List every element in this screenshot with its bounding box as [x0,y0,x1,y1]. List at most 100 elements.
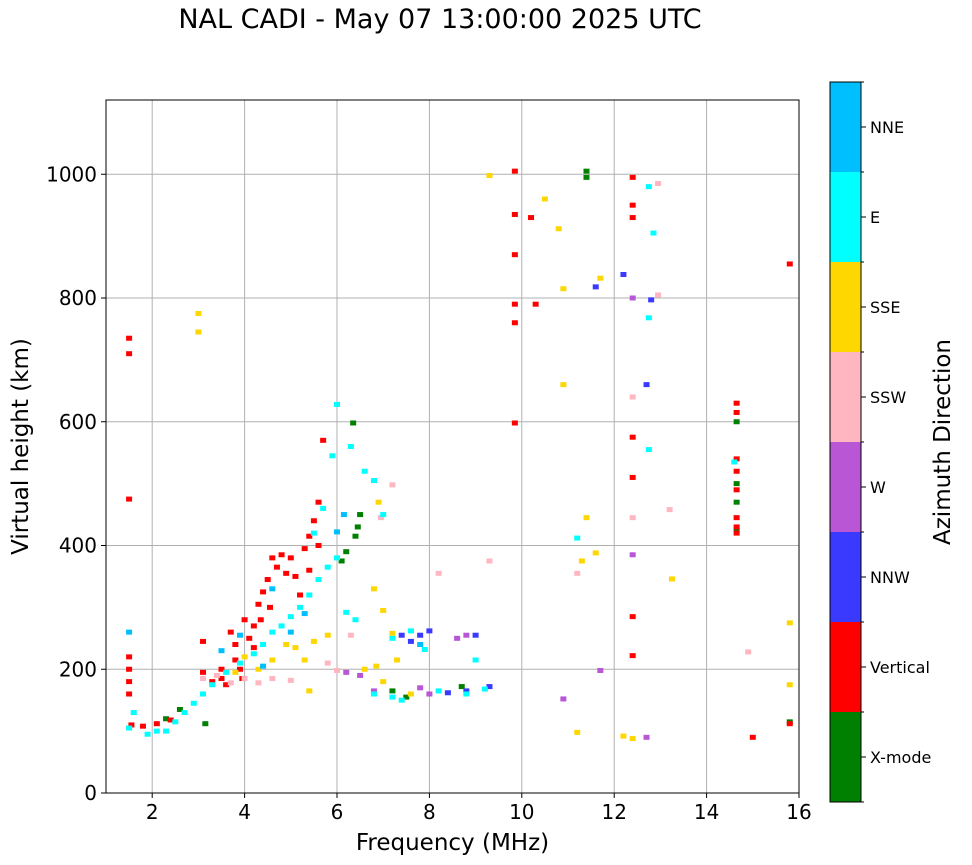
echo-point-vertical [786,261,793,267]
colorbar-segment-nne [830,82,861,172]
echo-point-vertical [511,301,518,307]
echo-point-vertical [297,592,304,598]
echo-point-vertical [287,555,294,561]
echo-point-e [144,731,151,737]
echo-point-sse [324,632,331,638]
echo-point-sse [574,729,581,735]
echo-point-x-mode [733,481,740,487]
echo-point-vertical [255,601,262,607]
colorbar-label-vertical: Vertical [870,658,930,677]
echo-point-e [731,459,738,465]
echo-point-ssw [745,649,752,655]
colorbar-segment-ssw [830,352,861,442]
echo-point-e [209,682,216,688]
echo-point-x-mode [403,694,410,700]
echo-point-e [163,728,170,734]
colorbar-label-e: E [870,208,880,227]
x-axis-label: Frequency (MHz) [356,830,549,856]
echo-point-w [629,552,636,558]
echo-point-e [574,535,581,541]
y-tick-label: 800 [59,286,97,310]
echo-point-vertical [250,645,257,651]
y-axis-label: Virtual height (km) [8,338,34,555]
echo-point-vertical [511,320,518,326]
echo-point-x-mode [583,168,590,174]
echo-point-e [334,555,340,561]
echo-point-x-mode [733,419,740,425]
echo-point-nnw [444,690,451,696]
echo-point-e [329,453,336,459]
echo-point-w [426,691,433,697]
echo-point-e [260,642,267,647]
echo-point-sse [373,663,380,669]
echo-point-e [320,505,327,511]
echo-point-nne [417,642,424,647]
echo-point-sse [786,682,793,688]
echo-point-vertical [733,456,740,462]
echo-point-x-mode [357,512,364,518]
echo-point-w [597,667,604,673]
echo-point-vertical [511,420,518,426]
echo-point-vertical [733,515,740,521]
echo-point-e [645,184,652,190]
echo-point-e [389,694,396,700]
echo-point-e [407,628,414,634]
echo-point-ssw [486,558,493,564]
echo-point-sse [370,586,377,592]
echo-point-sse [292,645,299,651]
x-tick-label: 4 [238,800,251,824]
x-tick-label: 10 [509,800,534,824]
echo-point-sse [306,688,313,694]
echo-point-nne [334,529,340,535]
echo-point-vertical [126,654,133,660]
echo-point-vertical [629,653,636,659]
echo-point-sse [195,310,202,316]
echo-point-vertical [283,570,290,576]
echo-point-vertical [532,301,539,307]
x-tick-label: 6 [331,800,344,824]
echo-point-e [481,686,488,692]
echo-point-e [181,710,188,716]
echo-point-nnw [463,688,470,694]
echo-point-e [172,719,179,725]
echo-point-vertical [236,666,243,672]
echo-point-ssw [435,570,442,576]
echo-point-ssw [347,632,354,638]
echo-point-e [380,512,387,518]
chart-title: NAL CADI - May 07 13:00:00 2025 UTC [178,4,702,35]
echo-point-vertical [209,679,216,685]
echo-point-x-mode [202,721,209,727]
echo-point-e [347,444,354,449]
echo-point-vertical [629,215,636,221]
echo-point-sse [620,733,627,739]
colorbar-label-w: W [870,478,886,497]
echo-point-vertical [232,642,239,647]
echo-point-nne [236,632,243,638]
echo-point-vertical [126,335,133,341]
colorbar-segment-e [830,172,861,262]
echo-point-ssw [269,676,276,682]
echo-point-vertical [733,400,740,406]
echo-point-nne [340,512,347,518]
echo-point-e [645,447,652,453]
colorbar-segment-w [830,442,861,532]
echo-point-vertical [153,721,160,727]
y-tick-label: 400 [59,534,97,558]
echo-point-sse [486,172,493,178]
echo-point-nnw [426,628,433,634]
echo-point-vertical [306,567,313,573]
colorbar-label-nnw: NNW [870,568,910,587]
echo-point-sse [407,691,414,697]
echo-point-e [370,691,377,697]
echo-point-x-mode [338,558,345,564]
echo-point-vertical [629,434,636,440]
echo-point-vertical [733,468,740,474]
echo-point-vertical [629,174,636,180]
x-tick-label: 12 [601,800,626,824]
echo-point-e [435,688,442,694]
echo-point-w [463,632,470,638]
colorbar: X-mode Vertical NNW W SSW SSE E NNE [829,81,931,803]
echo-point-vertical [139,723,146,729]
echo-point-e [297,604,304,610]
